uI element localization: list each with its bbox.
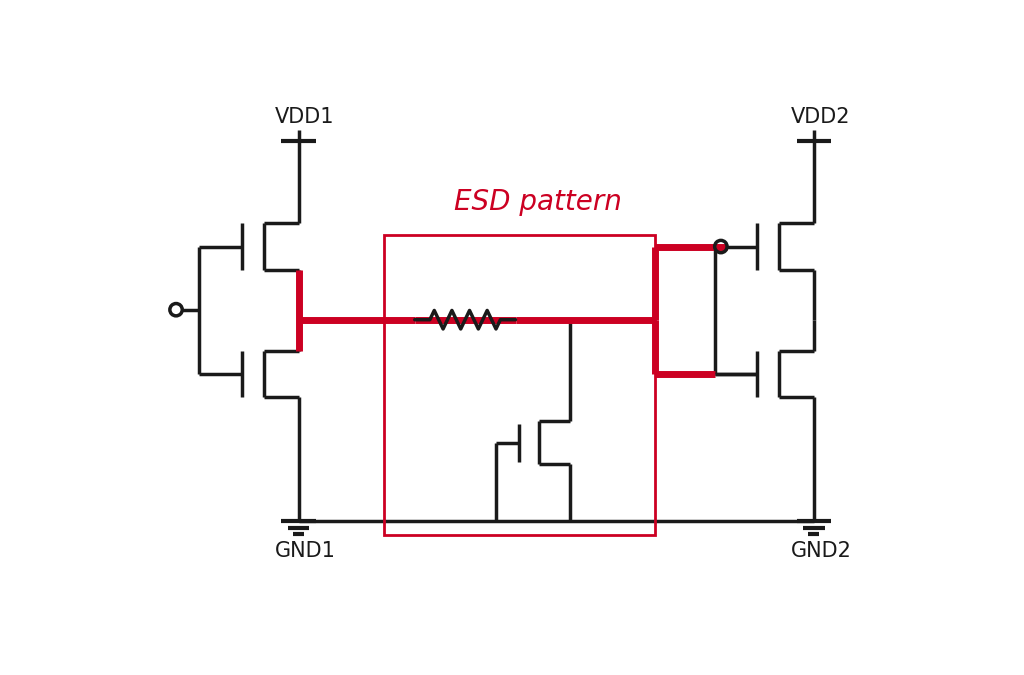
- Text: GND2: GND2: [791, 541, 852, 562]
- Text: VDD1: VDD1: [275, 107, 335, 127]
- Text: GND1: GND1: [275, 541, 336, 562]
- Text: ESD pattern: ESD pattern: [454, 188, 622, 216]
- Bar: [384, 235, 655, 535]
- Text: VDD2: VDD2: [791, 107, 850, 127]
